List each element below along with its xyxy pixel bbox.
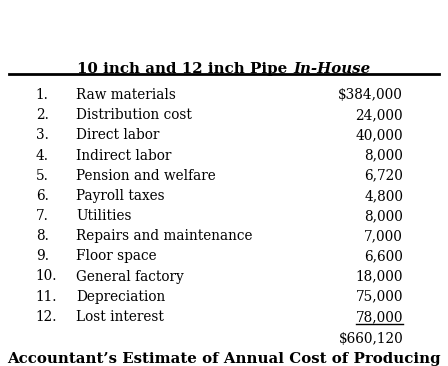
Text: General factory: General factory [76,269,184,284]
Text: 1.: 1. [36,88,49,102]
Text: 10.: 10. [36,269,57,284]
Text: 18,000: 18,000 [356,269,403,284]
Text: Utilities: Utilities [76,209,132,223]
Text: 10 inch and 12 inch Pipe: 10 inch and 12 inch Pipe [78,62,293,76]
Text: 2.: 2. [36,108,49,122]
Text: Floor space: Floor space [76,249,157,263]
Text: 6.: 6. [36,189,49,203]
Text: 8.: 8. [36,229,49,243]
Text: 75,000: 75,000 [356,290,403,304]
Text: 6,720: 6,720 [364,169,403,183]
Text: Distribution cost: Distribution cost [76,108,192,122]
Text: 12.: 12. [36,310,57,324]
Text: $384,000: $384,000 [338,88,403,102]
Text: 7,000: 7,000 [364,229,403,243]
Text: 9.: 9. [36,249,49,263]
Text: 5.: 5. [36,169,49,183]
Text: 40,000: 40,000 [356,128,403,142]
Text: Pension and welfare: Pension and welfare [76,169,216,183]
Text: 4,800: 4,800 [364,189,403,203]
Text: 7.: 7. [36,209,49,223]
Text: Accountant’s Estimate of Annual Cost of Producing: Accountant’s Estimate of Annual Cost of … [7,352,441,366]
Text: $660,120: $660,120 [338,332,403,346]
Text: Indirect labor: Indirect labor [76,149,172,163]
Text: In-House: In-House [293,62,370,76]
Text: 4.: 4. [36,149,49,163]
Text: Repairs and maintenance: Repairs and maintenance [76,229,253,243]
Text: 78,000: 78,000 [356,310,403,324]
Text: Raw materials: Raw materials [76,88,176,102]
Text: Direct labor: Direct labor [76,128,159,142]
Text: Depreciation: Depreciation [76,290,165,304]
Text: Payroll taxes: Payroll taxes [76,189,165,203]
Text: 11.: 11. [36,290,57,304]
Text: Lost interest: Lost interest [76,310,164,324]
Text: 6,600: 6,600 [364,249,403,263]
Text: 24,000: 24,000 [356,108,403,122]
Text: 8,000: 8,000 [364,149,403,163]
Text: 8,000: 8,000 [364,209,403,223]
Text: 3.: 3. [36,128,49,142]
